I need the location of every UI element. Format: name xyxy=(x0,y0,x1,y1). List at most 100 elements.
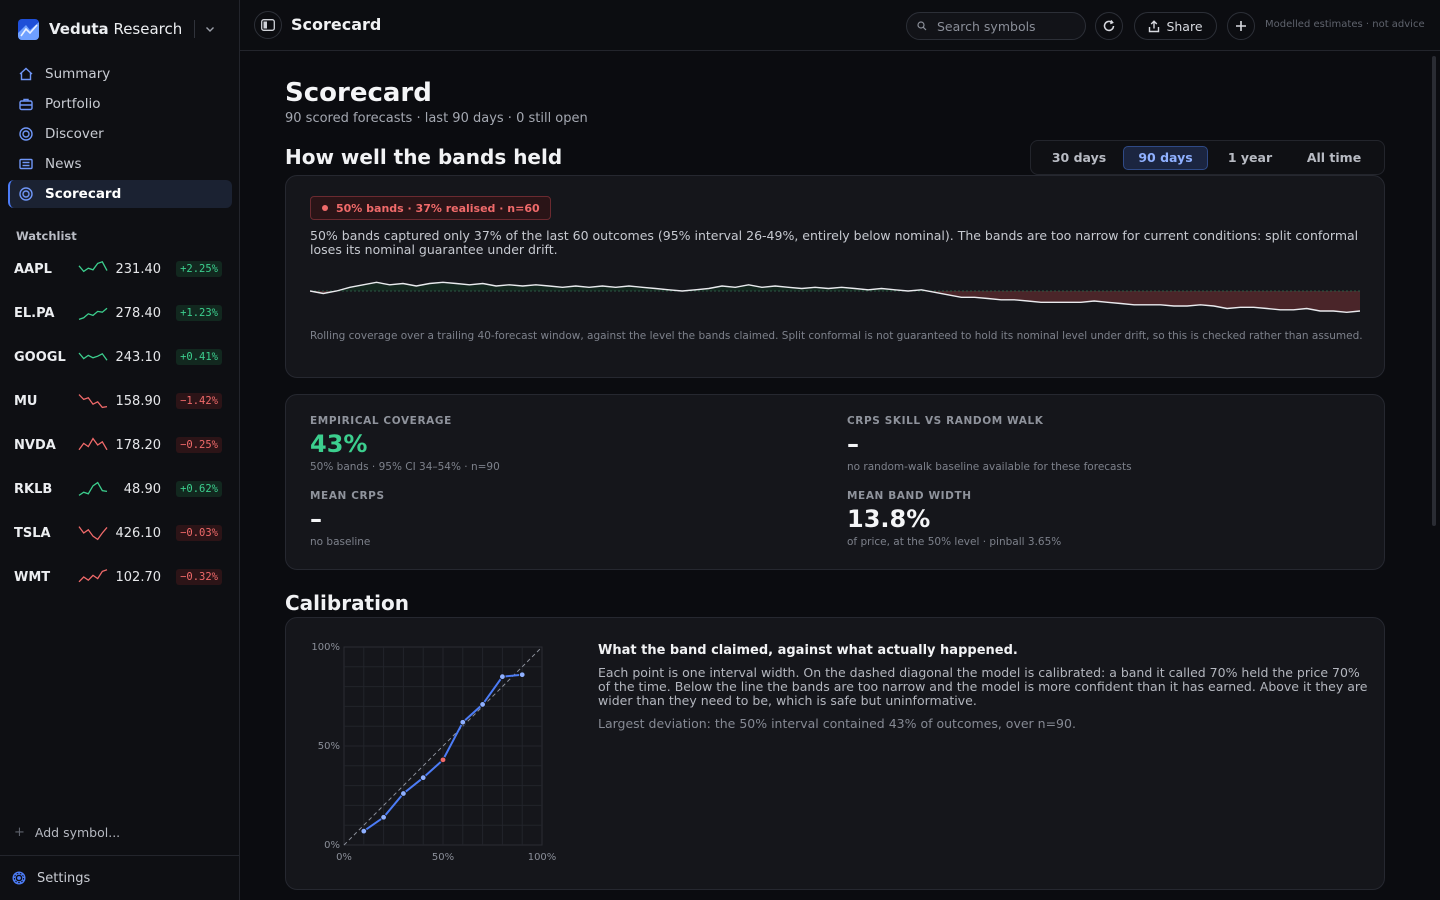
calibration-point xyxy=(380,814,387,821)
nav-item-scorecard[interactable]: Scorecard xyxy=(8,180,232,208)
watchlist-change: +2.25% xyxy=(176,261,222,277)
nav-label: News xyxy=(45,156,82,172)
metric-label: MEAN BAND WIDTH xyxy=(847,490,972,502)
watchlist-row[interactable]: TSLA 426.10 −0.03% xyxy=(14,511,226,555)
nav-label: Summary xyxy=(45,66,111,82)
chevron-down-icon[interactable] xyxy=(205,24,215,34)
watchlist-price: 426.10 xyxy=(115,525,162,541)
watchlist-change: +0.62% xyxy=(176,481,222,497)
sparkline xyxy=(78,352,108,361)
sparkline xyxy=(78,569,108,583)
watchlist-symbol: TSLA xyxy=(14,525,51,541)
alert-dot xyxy=(322,205,328,211)
watchlist-row[interactable]: AAPL 231.40 +2.25% xyxy=(14,247,226,291)
search-icon xyxy=(917,21,927,31)
watchlist-change: −0.03% xyxy=(176,525,222,541)
metric-value: – xyxy=(310,505,322,533)
sparkline-path xyxy=(78,526,108,541)
watchlist-price: 243.10 xyxy=(115,349,162,365)
tab-30-days[interactable]: 30 days xyxy=(1051,150,1107,165)
watchlist-change: −0.32% xyxy=(176,569,222,585)
sparkline xyxy=(78,261,108,273)
metric-empirical-coverage: EMPIRICAL COVERAGE 43% 50% bands · 95% C… xyxy=(310,415,500,473)
metric-sub: no random-walk baseline available for th… xyxy=(847,461,1132,473)
metric-label: CRPS SKILL VS RANDOM WALK xyxy=(847,415,1044,427)
shortfall-area xyxy=(310,291,1360,313)
nav-label: Discover xyxy=(45,126,104,142)
page-title: Scorecard xyxy=(285,78,432,108)
scrollbar[interactable] xyxy=(1432,56,1436,526)
brand-switcher[interactable]: Veduta Research xyxy=(18,18,215,40)
sparkline-path xyxy=(78,307,108,321)
watchlist-symbol: WMT xyxy=(14,569,51,585)
watchlist-symbol: AAPL xyxy=(14,261,52,277)
watchlist-price: 178.20 xyxy=(115,437,162,453)
bands-card: 50% bands · 37% realised · n=60 50% band… xyxy=(285,175,1385,378)
watchlist-change: +0.41% xyxy=(176,349,222,365)
calibration-point xyxy=(518,671,526,678)
refresh-icon xyxy=(1103,20,1115,32)
calibration-point xyxy=(419,774,427,781)
watchlist-price: 278.40 xyxy=(115,305,162,321)
metric-value: 43% xyxy=(310,430,368,458)
plus-icon: + xyxy=(14,825,25,840)
calibration-point-worst xyxy=(439,756,447,764)
y-tick-label: 100% xyxy=(311,642,340,653)
badge-label: 50% bands · 37% realised · n=60 xyxy=(336,201,540,215)
y-tick-label: 0% xyxy=(324,840,340,851)
sparkline-path xyxy=(78,394,108,409)
search-placeholder: Search symbols xyxy=(937,18,1036,34)
coverage-badge: 50% bands · 37% realised · n=60 xyxy=(310,196,551,220)
watchlist-title: Watchlist xyxy=(16,229,77,243)
add-symbol-button[interactable]: + Add symbol... xyxy=(14,825,120,840)
settings-button[interactable]: Settings xyxy=(0,855,239,900)
main-nav: Summary Portfolio Discover News Scorecar… xyxy=(8,60,232,210)
sparkline-path xyxy=(78,261,108,273)
veduta-logo xyxy=(18,18,39,40)
watchlist-row[interactable]: GOOGL 243.10 +0.41% xyxy=(14,335,226,379)
watchlist-symbol: MU xyxy=(14,393,38,409)
metric-label: MEAN CRPS xyxy=(310,490,385,502)
watchlist-row[interactable]: MU 158.90 −1.42% xyxy=(14,379,226,423)
sparkline-path xyxy=(78,481,108,496)
watchlist-change: −1.42% xyxy=(176,393,222,409)
coverage-line xyxy=(310,281,1360,314)
nav-item-discover[interactable]: Discover xyxy=(8,120,232,148)
refresh-button[interactable] xyxy=(1095,12,1123,40)
top-bar: Scorecard Search symbols Share Modelled … xyxy=(240,0,1440,51)
share-button[interactable]: Share xyxy=(1134,12,1217,40)
metric-value: – xyxy=(847,430,859,458)
calibration-chart: 100% 50% 0%0% 50% 100% xyxy=(311,642,557,863)
rolling-coverage-chart xyxy=(310,281,1360,314)
metric-mean-band-width: MEAN BAND WIDTH 13.8% of price, at the 5… xyxy=(847,490,1061,548)
divider xyxy=(194,20,196,38)
watchlist-row[interactable]: WMT 102.70 −0.32% xyxy=(14,555,226,599)
search-input[interactable]: Search symbols xyxy=(906,12,1086,40)
nav-item-portfolio[interactable]: Portfolio xyxy=(8,90,232,118)
target-icon xyxy=(19,187,33,201)
tab-1-year[interactable]: 1 year xyxy=(1227,150,1273,165)
tab-all-time[interactable]: All time xyxy=(1306,150,1362,165)
nav-item-summary[interactable]: Summary xyxy=(8,60,232,88)
sparkline xyxy=(78,394,108,409)
x-tick-label: 100% xyxy=(528,852,557,863)
watchlist-price: 102.70 xyxy=(115,569,162,585)
gear-icon xyxy=(12,871,26,885)
sparkline xyxy=(78,307,108,321)
calibration-note: Largest deviation: the 50% interval cont… xyxy=(598,716,1076,731)
calibration-point xyxy=(479,701,486,708)
sparkline-path xyxy=(78,437,108,451)
metric-label: EMPIRICAL COVERAGE xyxy=(310,415,452,427)
calibration-point xyxy=(499,673,506,680)
sidebar-toggle-button[interactable] xyxy=(254,11,282,39)
watchlist-row[interactable]: EL.PA 278.40 +1.23% xyxy=(14,291,226,335)
add-button[interactable] xyxy=(1227,12,1255,40)
watchlist-row[interactable]: NVDA 178.20 −0.25% xyxy=(14,423,226,467)
main-content: Scorecard 90 scored forecasts · last 90 … xyxy=(241,52,1440,900)
nav-label: Scorecard xyxy=(45,186,122,202)
tab-90-days[interactable]: 90 days xyxy=(1123,145,1208,170)
nav-item-news[interactable]: News xyxy=(8,150,232,178)
range-tabs: 30 days 90 days 1 year All time xyxy=(1030,140,1385,175)
watchlist-row[interactable]: RKLB 48.90 +0.62% xyxy=(14,467,226,511)
page-subtitle: 90 scored forecasts · last 90 days · 0 s… xyxy=(285,111,588,126)
